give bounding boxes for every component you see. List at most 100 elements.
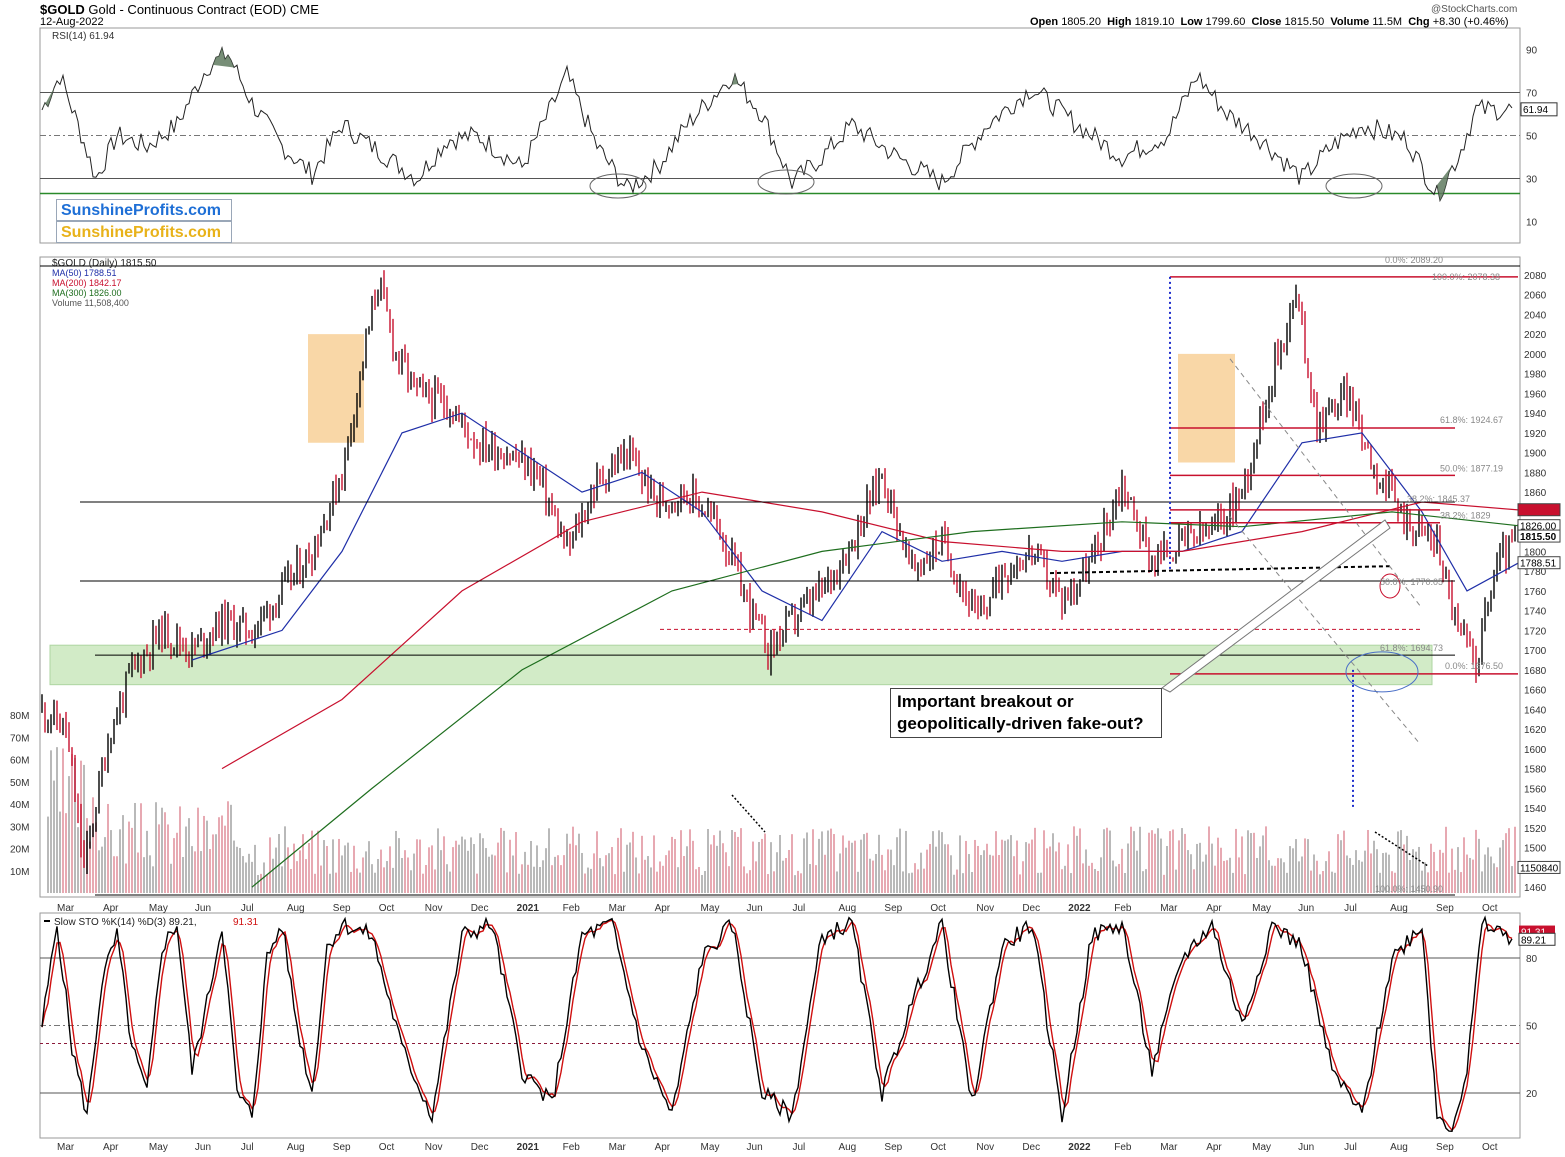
volume-bar xyxy=(353,845,355,893)
volume-bar xyxy=(620,828,622,893)
volume-bar xyxy=(539,867,541,893)
x-tick-label-sto: Feb xyxy=(563,1142,581,1153)
volume-bar xyxy=(1334,872,1336,893)
volume-bar xyxy=(1172,829,1174,893)
volume-bar xyxy=(641,835,643,893)
volume-bar xyxy=(1316,860,1318,893)
volume-bar xyxy=(905,830,907,893)
volume-bar xyxy=(134,802,136,893)
volume-bar xyxy=(1190,854,1192,893)
volume-bar xyxy=(1427,872,1429,893)
volume-bar xyxy=(689,829,691,893)
volume-bar xyxy=(1277,858,1279,893)
volume-bar xyxy=(164,812,166,893)
volume-bar xyxy=(53,780,55,893)
volume-bar xyxy=(872,860,874,893)
volume-bar xyxy=(1238,857,1240,893)
volume-bar xyxy=(683,856,685,893)
dotted-neckline xyxy=(1049,565,1391,575)
sto-k-line xyxy=(41,915,1513,1133)
volume-bar xyxy=(314,873,316,893)
volume-bar xyxy=(728,866,730,893)
volume-bar xyxy=(1097,870,1099,893)
volume-bar xyxy=(371,864,373,893)
volume-bar xyxy=(1313,854,1315,893)
volume-bar xyxy=(1241,836,1243,893)
volume-bar xyxy=(1061,869,1063,893)
symbol: $GOLD xyxy=(40,2,85,17)
volume-bar xyxy=(1187,850,1189,893)
x-tick-label-sto: 2022 xyxy=(1068,1142,1091,1153)
volume-bar xyxy=(1175,869,1177,893)
volume-bar xyxy=(875,854,877,893)
volume-bar xyxy=(896,837,898,893)
volume-bar xyxy=(710,844,712,893)
price-tick-label: 1860 xyxy=(1524,488,1547,499)
volume-bar xyxy=(1301,856,1303,893)
volume-bar xyxy=(317,830,319,893)
volume-bar xyxy=(230,804,232,893)
price-value-tag-text: 1150840 xyxy=(1520,863,1559,874)
x-tick-label-sto: Oct xyxy=(930,1142,946,1153)
volume-bar xyxy=(1205,854,1207,893)
price-tick-label: 2000 xyxy=(1524,350,1547,361)
volume-bar xyxy=(116,856,118,893)
volume-bar xyxy=(971,872,973,893)
volume-bar xyxy=(1484,854,1486,893)
volume-bar xyxy=(839,853,841,893)
volume-bar xyxy=(956,869,958,893)
x-tick-label-price: May xyxy=(701,903,720,914)
rsi-extreme-fill xyxy=(42,87,54,110)
volume-bar xyxy=(257,875,259,893)
volume-bar xyxy=(530,840,532,893)
volume-bar xyxy=(1253,832,1255,893)
volume-bar xyxy=(1325,861,1327,893)
volume-bar xyxy=(656,871,658,893)
brand-box-blue[interactable]: SunshineProfits.com xyxy=(56,199,232,221)
volume-bar xyxy=(107,803,109,893)
callout-pointer xyxy=(1161,519,1391,693)
brand-box-gold[interactable]: SunshineProfits.com xyxy=(56,221,232,243)
volume-bar xyxy=(767,874,769,893)
consolidation-zone-2022 xyxy=(1178,353,1235,463)
volume-bar xyxy=(590,868,592,893)
x-tick-label-sto: Apr xyxy=(103,1142,119,1153)
fib-label: 38.2%: 1829 xyxy=(1440,511,1491,521)
volume-bar xyxy=(158,824,160,893)
rsi-highlight-ellipse xyxy=(589,173,647,199)
volume-bar xyxy=(335,872,337,893)
volume-bar xyxy=(890,849,892,893)
volume-bar xyxy=(686,846,688,893)
volume-bar xyxy=(962,873,964,893)
highlight-ellipse-low xyxy=(1345,651,1419,693)
sto-k-tag xyxy=(1518,932,1556,946)
volume-tick-label: 20M xyxy=(10,845,29,856)
volume-bar xyxy=(1055,851,1057,893)
volume-bar xyxy=(1250,833,1252,893)
rsi-extreme-fill xyxy=(732,73,738,85)
volume-bar xyxy=(512,855,514,893)
volume-bar xyxy=(1103,829,1105,893)
x-tick-label-sto: May xyxy=(1252,1142,1271,1153)
volume-bar xyxy=(1445,826,1447,893)
volume-bar xyxy=(1319,874,1321,893)
volume-bar xyxy=(998,855,1000,893)
volume-tick-label: 60M xyxy=(10,756,29,767)
volume-bar xyxy=(593,853,595,893)
brand-text-gold: SunshineProfits.com xyxy=(61,224,222,241)
sto-level-label: 80 xyxy=(1526,954,1538,965)
volume-bar xyxy=(635,857,637,893)
volume-bar xyxy=(50,750,52,893)
volume-bar xyxy=(497,842,499,893)
volume-bar xyxy=(1406,835,1408,893)
volume-bar xyxy=(881,854,883,893)
volume-bar xyxy=(419,839,421,893)
volume-bar xyxy=(1400,830,1402,893)
volume-bar xyxy=(764,833,766,893)
volume-bar xyxy=(1514,826,1516,893)
volume-bar xyxy=(476,873,478,893)
volume-bar xyxy=(863,834,865,893)
volume-bar xyxy=(1142,871,1144,893)
price-tick-label: 1880 xyxy=(1524,468,1547,479)
annotation-line-1: Important breakout or xyxy=(897,692,1074,711)
